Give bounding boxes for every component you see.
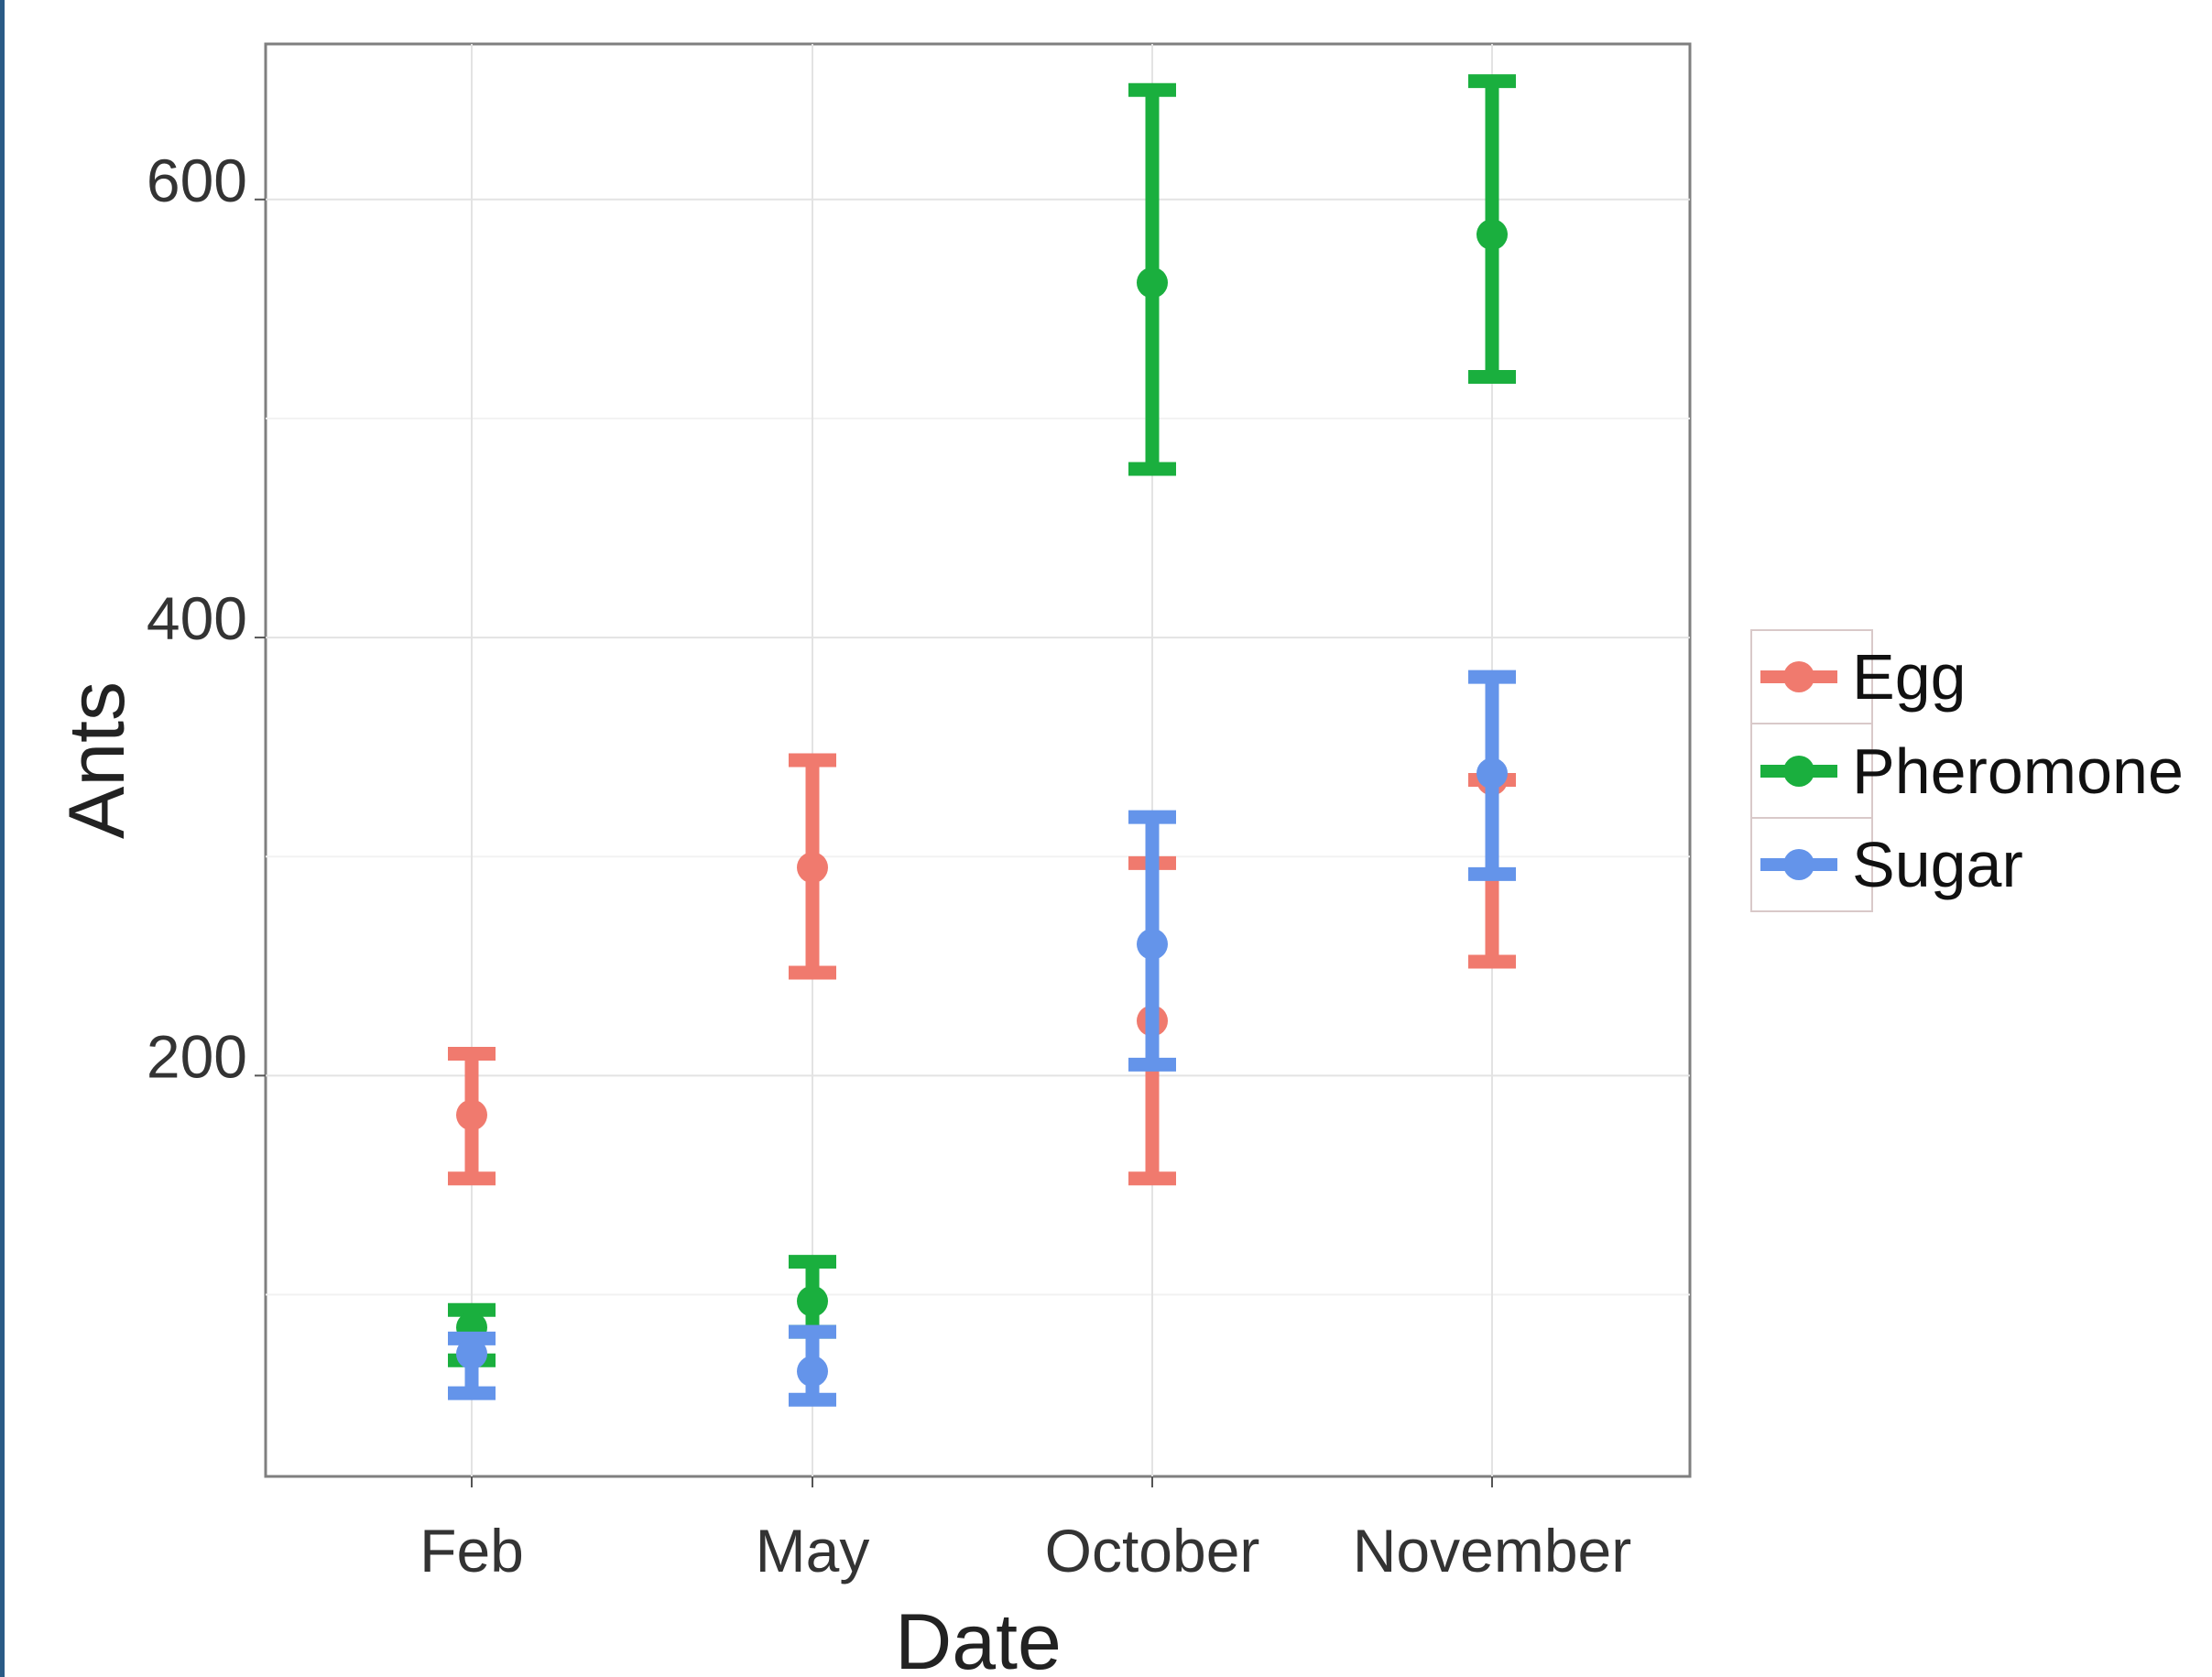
data-point: [1137, 267, 1168, 299]
data-point: [797, 1285, 828, 1317]
data-point: [797, 852, 828, 884]
x-tick-label: Feb: [420, 1517, 524, 1584]
y-axis-title: Ants: [53, 681, 141, 839]
legend-items: Egg Pheromone Sugar: [1760, 641, 2184, 900]
x-axis-title: Date: [895, 1598, 1062, 1677]
axis-ticks: [255, 198, 1493, 1487]
x-tick-labels: Feb May October November: [420, 1517, 1631, 1584]
legend-key-point: [1783, 849, 1814, 880]
y-tick-labels: 200 400 600: [147, 147, 247, 1091]
y-tick-label: 400: [147, 584, 247, 652]
data-point: [797, 1356, 828, 1388]
data-point: [456, 1099, 487, 1131]
data-point: [1137, 928, 1168, 960]
legend-item-pheromone: Pheromone: [1760, 735, 2184, 807]
legend-label: Egg: [1852, 641, 1967, 713]
left-border: [0, 0, 5, 1677]
x-tick-label: October: [1045, 1517, 1260, 1584]
y-tick-label: 200: [147, 1022, 247, 1090]
y-tick-label: 600: [147, 147, 247, 214]
legend-label: Pheromone: [1852, 735, 2184, 807]
data-point: [1476, 757, 1508, 789]
grid-lines: [266, 44, 1690, 1476]
series-group: [448, 74, 1516, 1407]
plot-panel: [264, 42, 1692, 1478]
x-tick-label: November: [1353, 1517, 1631, 1584]
legend-item-egg: Egg: [1760, 641, 1967, 713]
legend-item-sugar: Sugar: [1760, 829, 2023, 900]
legend-label: Sugar: [1852, 829, 2023, 900]
data-point: [1476, 219, 1508, 251]
series-pheromone: [448, 74, 1516, 1367]
legend-key-point: [1783, 661, 1814, 692]
legend: Egg Pheromone Sugar: [1750, 629, 2184, 912]
series-sugar: [448, 670, 1516, 1407]
legend-key-point: [1783, 756, 1814, 787]
data-point: [456, 1338, 487, 1370]
x-tick-label: May: [756, 1517, 870, 1584]
